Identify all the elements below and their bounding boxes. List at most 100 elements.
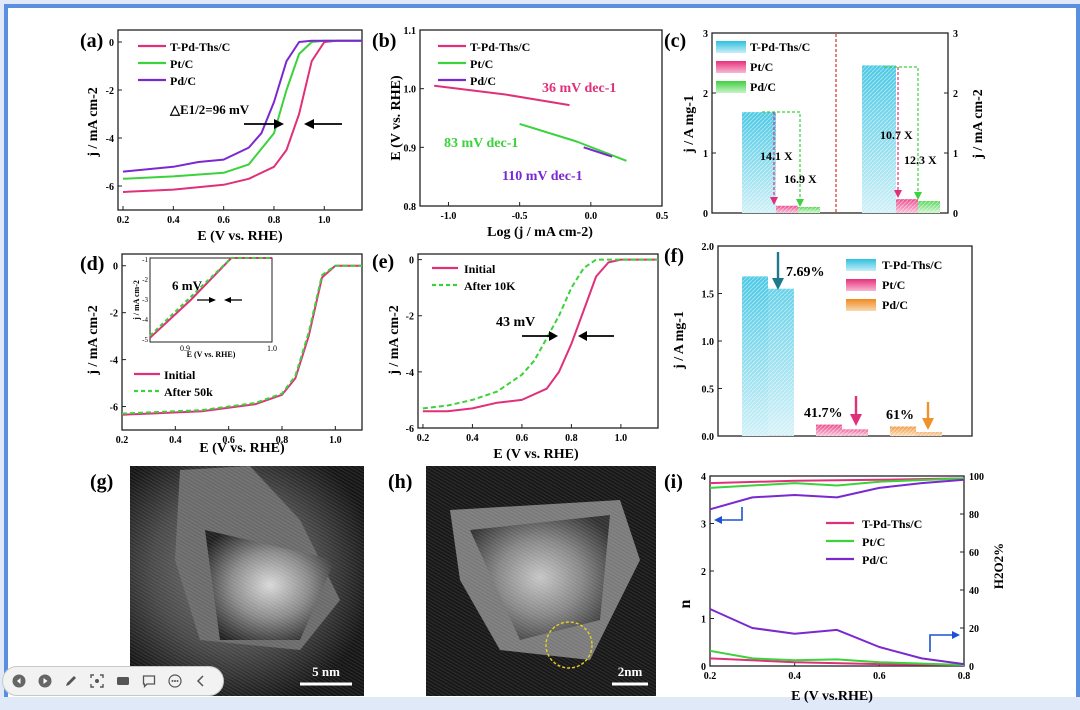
panel-i-axis-arrows [714, 507, 960, 652]
panel-c-legend-tpd: T-Pd-Ths/C [750, 40, 810, 54]
y-tick-label-0: 0 [113, 262, 118, 273]
panel-c-ticks: 0 1 2 3 0 1 2 3 [703, 29, 958, 220]
panel-f-loss-pd: 61% [886, 408, 914, 423]
screenshot-icon[interactable] [87, 672, 106, 691]
panel-i-xlabel: E (V vs.RHE) [791, 689, 873, 704]
panel-a-ticks: 0.2 0.4 0.6 0.8 1.0 0 -2 -4 -6 [106, 38, 331, 226]
x-tick-label-1: 0.4 [466, 433, 479, 444]
y-tick-label-0: 1.1 [404, 26, 417, 37]
panel-c-axes [711, 32, 949, 214]
x-tick-label-2: 0.6 [217, 215, 230, 226]
y-tick-label-1: -2 [110, 309, 118, 320]
panel-h-lattice [426, 466, 656, 696]
panel-f-ticks: 0.0 0.5 1.0 1.5 2.0 [702, 242, 722, 443]
series-line-2 [709, 478, 965, 511]
bar-c-hatch-0-0 [742, 112, 776, 213]
prev-icon[interactable] [9, 672, 28, 691]
panel-a-xlabel: E (V vs. RHE) [197, 229, 283, 244]
video-icon[interactable] [113, 672, 132, 691]
panel-c-bars [742, 65, 940, 214]
y-right-tick-label-0: 0 [953, 209, 958, 220]
comment-icon[interactable] [139, 672, 158, 691]
x-tick-label-2: 0.6 [873, 671, 886, 682]
inset-line-0 [149, 257, 272, 339]
panel-e-legend-after: After 10K [464, 279, 516, 293]
x-tick-label-3: 0.5 [656, 211, 669, 222]
panel-e-xlabel: E (V vs. RHE) [493, 447, 579, 462]
y-right-tick-label-3: 60 [969, 548, 979, 559]
collapse-icon[interactable] [191, 672, 210, 691]
panel-f: (f) 0.0 0.5 1.0 1.5 2.0 T-Pd-Ths/C Pt/C Pd/C… [664, 242, 973, 443]
panel-g: (g) 5 nm [90, 466, 364, 696]
panel-f-loss-pt: 41.7% [804, 406, 843, 421]
panel-e-annotation: 43 mV [496, 315, 535, 330]
bar-f-hatch-0-0 [742, 276, 768, 436]
series-line-2 [122, 39, 362, 173]
y-tick-label-0: 0 [701, 662, 706, 673]
panel-d-label: (d) [80, 253, 104, 275]
panel-g-label: (g) [90, 471, 113, 493]
series-line-1 [422, 258, 658, 410]
panel-g-scalebar-label: 5 nm [312, 664, 340, 679]
panel-i-legend: T-Pd-Ths/C Pt/C Pd/C [826, 517, 922, 567]
y-tick-label-2: 2 [703, 89, 708, 100]
panel-d-axes [121, 253, 363, 431]
y-tick-label-1: 1 [703, 149, 708, 160]
x-tick-label-3: 0.8 [958, 671, 971, 682]
y-tick-label-3: -6 [106, 182, 114, 193]
panel-b-tafel-pt: 83 mV dec-1 [444, 136, 518, 151]
panel-d-inset-annotation: 6 mV [172, 278, 203, 293]
y-tick-label-0: 0.0 [702, 432, 715, 443]
x-tick-label-2: 0.0 [585, 211, 598, 222]
y-right-tick-label-1: 1 [953, 149, 958, 160]
y-tick-label-0: 0 [109, 38, 114, 49]
panel-d-inset: 6 mV 0.9 1.0 E (V vs. RHE) j / mA cm-2 -… [132, 256, 277, 359]
panel-h-highlight-circle [545, 621, 593, 669]
panel-d: (d) 0.2 0.4 0.6 0.8 1.0 0 -2 -4 -6 6 mV 0.9 1.0 … [80, 253, 363, 456]
panel-a-annotation: △E1/2=96 mV [169, 102, 250, 117]
panel-c-ylabel-left: j / A mg-1 [682, 95, 697, 154]
y-tick-label-2: 1.0 [702, 337, 715, 348]
x-tick-label-1: 0.4 [169, 435, 182, 446]
bar-c-hatch-0-2 [798, 207, 820, 213]
bar-f-hatch-2-0 [890, 426, 916, 436]
x-tick-label-0: 0.2 [704, 671, 717, 682]
panel-i-legend-pt: Pt/C [862, 535, 885, 549]
x-tick-label-3: 0.8 [276, 435, 289, 446]
panel-b-legend: T-Pd-Ths/C Pt/C Pd/C [438, 40, 530, 88]
x-tick-label-3: 0.8 [268, 215, 281, 226]
panel-i-ylabel-right: H2O2% [991, 543, 1006, 589]
panel-a-legend-tpd: T-Pd-Ths/C [170, 40, 230, 54]
panel-f-loss-arrows [772, 252, 934, 430]
panel-f-bars [742, 276, 942, 436]
bar-f-hatch-1-1 [842, 429, 868, 436]
y-tick-label-3: 0.8 [404, 202, 417, 213]
panel-e-axes [417, 253, 659, 429]
viewer-toolbar [2, 666, 224, 696]
panel-c: (c) 0 1 2 3 0 1 2 3 T-Pd-Ths/C Pt/C Pd/C 14.1 X… [664, 29, 986, 220]
panel-b-legend-pt: Pt/C [470, 57, 493, 71]
panel-d-inset-xtick-10: 1.0 [267, 344, 277, 353]
panel-c-ratio-2: 16.9 X [784, 172, 817, 186]
panel-b-legend-tpd: T-Pd-Ths/C [470, 40, 530, 54]
series-line-4 [709, 649, 965, 666]
panel-c-ratio-4: 12.3 X [904, 153, 937, 167]
panel-b-ylabel: E (V vs. RHE) [389, 75, 404, 161]
x-tick-label-0: 0.2 [116, 435, 129, 446]
panel-a-arrows [244, 119, 342, 129]
pen-icon[interactable] [61, 672, 80, 691]
panel-d-inset-ytick-1: -1 [142, 256, 148, 264]
y-tick-label-2: 2 [701, 567, 706, 578]
bar-c-hatch-1-1 [896, 199, 918, 213]
y-tick-label-1: 1.0 [404, 85, 417, 96]
more-icon[interactable] [165, 672, 184, 691]
panel-d-inset-ylabel: j / mA cm-2 [132, 280, 141, 321]
panel-d-xlabel: E (V vs. RHE) [199, 441, 285, 456]
y-right-tick-label-1: 20 [969, 624, 979, 635]
panel-h-label: (h) [388, 471, 412, 493]
panel-i-ylabel-left: n [677, 599, 694, 608]
panel-c-legend-pd: Pd/C [750, 80, 776, 94]
play-icon[interactable] [35, 672, 54, 691]
